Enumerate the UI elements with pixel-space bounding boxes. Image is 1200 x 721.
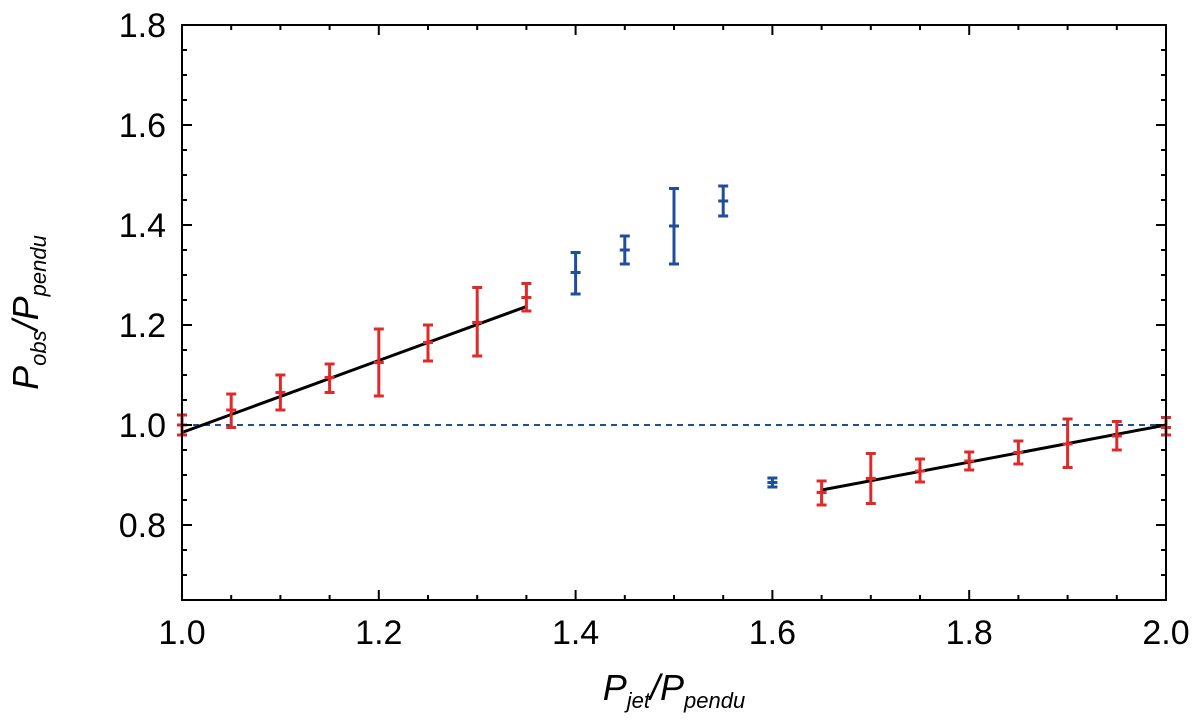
x-tick-label: 2.0 — [1142, 614, 1189, 652]
axis-ticks — [181, 24, 1167, 600]
fit-line-1 — [181, 305, 527, 434]
data-point — [816, 479, 827, 507]
data-point — [521, 282, 532, 313]
data-point — [373, 327, 384, 398]
plot-frame — [181, 24, 1167, 601]
data-point — [669, 187, 679, 266]
fit-line-2 — [821, 423, 1167, 492]
x-tick-label: 1.8 — [946, 614, 993, 652]
data-point — [1062, 417, 1073, 469]
y-axis-label: Pobs/Ppendu — [5, 235, 51, 390]
data-point — [1111, 420, 1122, 452]
data-point — [915, 457, 925, 484]
y-tick-labels: 0.8 1.0 1.2 1.4 1.6 1.8 — [119, 7, 166, 545]
y-tick-label: 1.6 — [119, 107, 166, 145]
data-point — [964, 450, 975, 472]
data-point — [423, 323, 433, 363]
data-point — [619, 234, 630, 266]
y-tick-label: 0.8 — [119, 507, 166, 545]
data-point — [1013, 439, 1024, 466]
data-point — [570, 251, 581, 296]
data-point — [472, 286, 483, 358]
x-tick-label: 1.6 — [749, 614, 796, 652]
x-tick-label: 1.0 — [158, 614, 205, 652]
y-tick-label: 1.2 — [119, 307, 166, 345]
y-tick-label: 1.4 — [119, 207, 166, 245]
data-point — [865, 452, 876, 505]
data-point — [767, 476, 778, 489]
data-point — [226, 392, 237, 429]
x-tick-labels: 1.0 1.2 1.4 1.6 1.8 2.0 — [158, 614, 1189, 652]
x-axis-label: Pjet/Ppendu — [603, 667, 745, 713]
data-points — [177, 184, 1171, 507]
y-tick-label: 1.0 — [119, 407, 166, 445]
x-tick-label: 1.2 — [355, 614, 402, 652]
fit-lines — [181, 305, 1167, 492]
data-point — [275, 373, 286, 412]
data-point — [324, 362, 335, 394]
y-tick-label: 1.8 — [119, 7, 166, 45]
x-tick-label: 1.4 — [552, 614, 599, 652]
data-point — [718, 184, 729, 218]
